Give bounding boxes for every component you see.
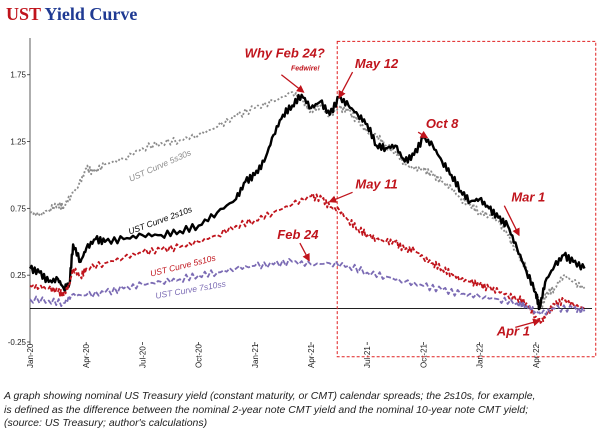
annotation-label: May 11 (355, 176, 397, 191)
x-tick-label: Jul-20 (138, 346, 147, 368)
chart-title-prefix: UST (6, 4, 41, 24)
annotation-label: May 12 (355, 56, 399, 71)
x-tick-label: Apr-22 (532, 343, 541, 368)
annotation-arrow (299, 242, 310, 262)
chart-caption: A graph showing nominal US Treasury yiel… (4, 390, 596, 431)
yield-curve-chart: UST Yield Curve 1.751.250.750.25-0.25Jan… (6, 4, 597, 368)
y-tick-label: 1.25 (10, 138, 26, 147)
x-tick-label: Jan-22 (476, 343, 485, 368)
series-label: UST Curve 5s10s (149, 252, 217, 278)
y-tick-label: 1.75 (10, 71, 26, 80)
annotation-label: Why Feb 24? (245, 45, 325, 60)
x-tick-label: Jan-20 (26, 343, 35, 368)
x-tick-label: Apr-20 (82, 343, 91, 368)
series-line-ust-curve-5s30s (29, 91, 586, 308)
caption-line-3: (source: US Treasury; author's calculati… (4, 417, 208, 429)
y-tick-label: -0.25 (8, 338, 27, 347)
x-tick-label: Jan-21 (251, 343, 260, 368)
annotation-arrow (515, 318, 541, 328)
annotation-label: Oct 8 (426, 116, 459, 131)
annotation-arrow (280, 74, 305, 93)
annotation-arrow (417, 130, 429, 139)
y-tick-label: 0.25 (10, 271, 26, 280)
caption-line-2: is defined as the difference between the… (4, 403, 529, 416)
series-line-ust-curve-5s10s (29, 192, 585, 324)
annotation-label: Apr 1 (496, 323, 530, 338)
x-tick-label: Oct-21 (419, 343, 428, 368)
y-tick-label: 0.75 (10, 204, 26, 213)
caption-line-1: A graph showing nominal US Treasury yiel… (4, 390, 536, 402)
annotation-arrow (503, 205, 520, 237)
series-label: UST Curve 5s30s (127, 147, 193, 184)
annotation-label: Feb 24 (277, 227, 319, 242)
chart-title: UST Yield Curve (6, 4, 137, 24)
chart-title-rest: Yield Curve (41, 4, 138, 24)
x-tick-label: Apr-21 (307, 343, 316, 368)
x-tick-label: Oct-20 (195, 343, 204, 368)
series-line-ust-curve-7s10ss (29, 258, 586, 316)
annotation-arrow (328, 191, 353, 203)
annotation-label: Fedwire! (291, 66, 320, 73)
annotation-label: Mar 1 (511, 190, 545, 205)
series-line-ust-curve-2s10s (28, 93, 586, 311)
annotation-arrow (338, 71, 354, 99)
